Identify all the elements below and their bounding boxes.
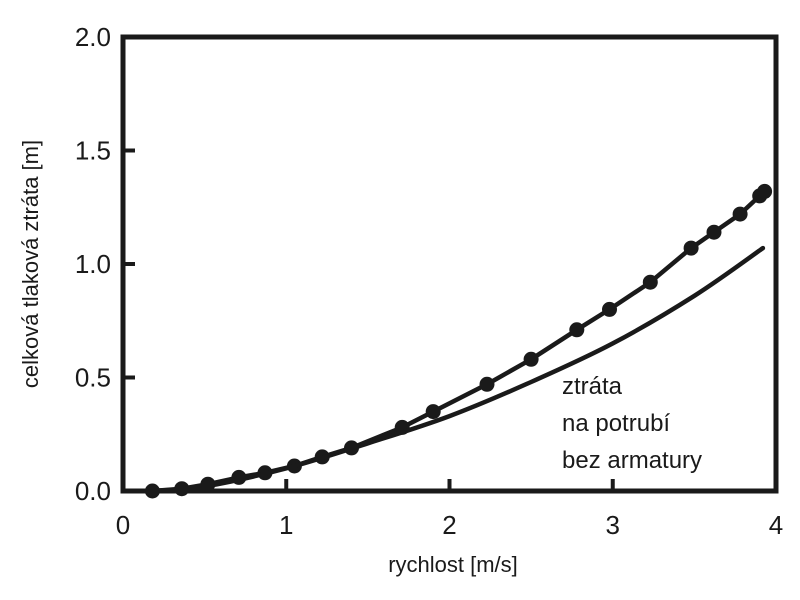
series-1-point-11 [479, 376, 495, 392]
y-tick-label-1.5: 1.5 [75, 136, 111, 166]
x-tick-label-1: 1 [279, 510, 293, 540]
y-tick-label-0.0: 0.0 [75, 476, 111, 506]
y-axis-title: celková tlaková ztráta [m] [18, 140, 43, 388]
x-tick-label-0: 0 [116, 510, 130, 540]
series-2-line [150, 245, 766, 494]
series-1-point-20 [757, 183, 773, 199]
x-axis-title: rychlost [m/s] [388, 552, 518, 577]
y-tick-label-1.0: 1.0 [75, 249, 111, 279]
series-2 [150, 245, 766, 494]
annotation-line-1: ztráta [562, 373, 623, 400]
plot-frame [120, 34, 779, 494]
series-1-point-14 [602, 301, 617, 317]
series-1-point-16 [683, 240, 699, 256]
series-1-point-10 [425, 404, 441, 420]
series-1-point-13 [569, 322, 585, 338]
x-tick-label-4: 4 [769, 510, 783, 540]
series-1-point-15 [642, 274, 658, 290]
series-1-point-17 [706, 224, 722, 240]
ticks-layer [123, 148, 615, 491]
x-tick-label-3: 3 [606, 510, 620, 540]
y-tick-label-0.5: 0.5 [75, 363, 111, 393]
labels-layer: 0 1 2 3 4 0.0 0.5 1.0 1.5 2.0 [75, 22, 783, 540]
series-1-point-18 [732, 206, 748, 222]
x-tick-label-2: 2 [442, 510, 456, 540]
series-layer [144, 183, 773, 499]
series-1-point-12 [523, 351, 539, 367]
curve-annotation: ztráta na potrubí bez armatury [562, 373, 702, 474]
annotation-line-3: bez armatury [562, 447, 702, 474]
annotation-line-2: na potrubí [562, 410, 670, 437]
y-tick-label-2.0: 2.0 [75, 22, 111, 52]
